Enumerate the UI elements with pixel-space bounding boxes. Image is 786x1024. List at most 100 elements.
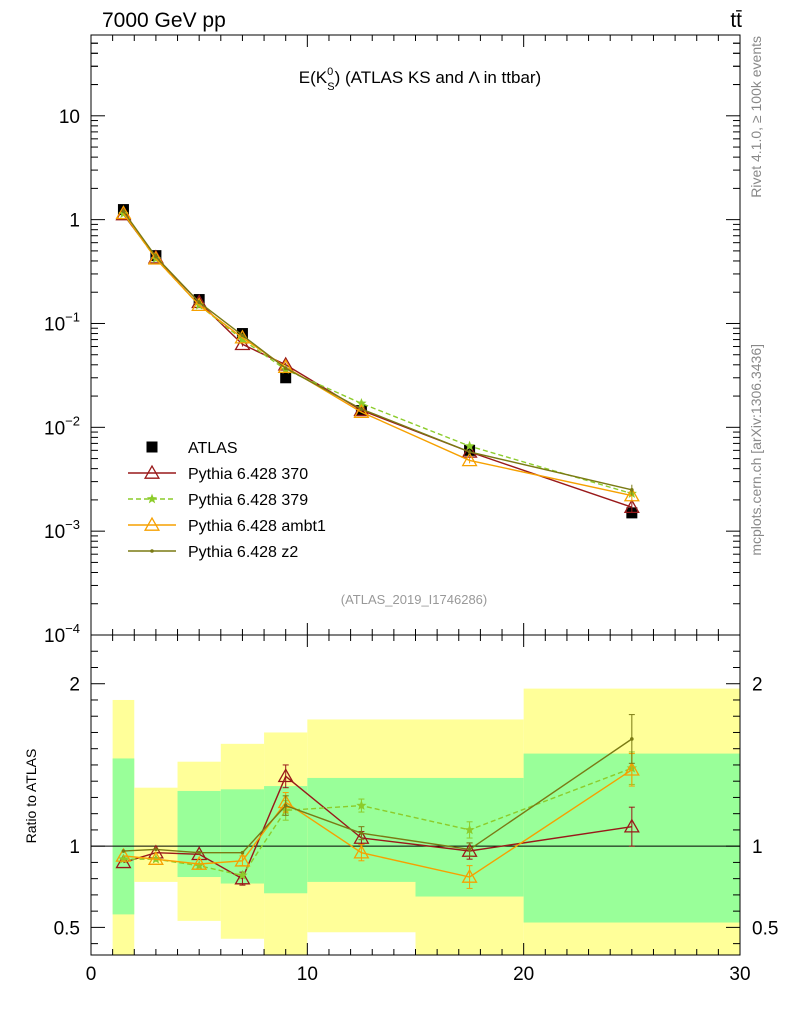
series-line [122, 210, 632, 491]
x-tick-label: 0 [86, 964, 97, 985]
ratio-y-tick-label-right: 1 [752, 837, 763, 858]
data-point [630, 488, 634, 492]
analysis-reference: (ATLAS_2019_I1746286) [341, 592, 487, 607]
data-point [353, 844, 370, 859]
data-point [283, 366, 288, 371]
main-curves [115, 204, 640, 519]
ratio-y-tick-label: 2 [69, 675, 80, 696]
legend-entry: ATLAS [146, 440, 238, 457]
legend-label: ATLAS [188, 440, 238, 457]
plot-title-sub: S [327, 81, 334, 93]
data-point [115, 205, 132, 220]
data-point [353, 829, 370, 844]
data-point [154, 847, 158, 852]
data-series [115, 204, 640, 889]
data-point [240, 850, 245, 855]
legend-label: Pythia 6.428 ambt1 [188, 518, 326, 535]
legend-entry: Pythia 6.428 370 [128, 464, 308, 483]
data-point [197, 850, 201, 855]
y-tick-label: 10−2 [44, 413, 80, 439]
ratio-y-tick-label-right: 2 [752, 675, 763, 696]
data-point [467, 847, 472, 852]
x-tick-label: 10 [297, 964, 318, 985]
ratio-uncertainty-bands [112, 688, 740, 955]
y-tick-label: 10−4 [44, 621, 80, 647]
data-point [234, 852, 251, 867]
data-point [623, 487, 640, 502]
x-tick-label: 20 [513, 964, 534, 985]
ratio-y-tick-label: 1 [69, 837, 80, 858]
series-line [122, 214, 633, 508]
data-point [121, 849, 126, 853]
data-point [280, 372, 292, 384]
legend: ATLAS Pythia 6.428 370 Pythia 6.428 379 Pyt… [128, 440, 326, 561]
ratio-series-line [123, 738, 633, 854]
data-point [240, 333, 245, 338]
data-point [121, 209, 126, 214]
data-point [359, 407, 364, 411]
legend-entry: Pythia 6.428 ambt1 [128, 516, 326, 535]
y-tick-label: 10−3 [44, 517, 80, 543]
series-pythia-6-428-z2 [121, 209, 634, 496]
plot-title-sup: 0 [327, 66, 333, 78]
data-point [283, 803, 288, 808]
legend-label: Pythia 6.428 370 [188, 466, 308, 483]
ratio-series-line [123, 775, 632, 880]
data-point [356, 397, 367, 408]
data-point [630, 737, 634, 741]
ratio-series-line [123, 769, 633, 878]
data-point [464, 440, 475, 451]
data-point [353, 403, 370, 418]
data-point [461, 452, 478, 467]
data-point [234, 329, 251, 344]
plot-title-post: ) (ATLAS KS and Λ in ttbar) [335, 68, 542, 87]
data-point [359, 831, 364, 835]
data-point [150, 549, 154, 553]
data-point [147, 850, 164, 865]
mcplots-label: mcplots.cern.ch [arXiv:1306.3436] [748, 344, 764, 556]
data-point [154, 254, 158, 259]
data-point [146, 493, 158, 504]
data-point [277, 768, 294, 783]
data-point [234, 870, 251, 885]
data-point [467, 450, 472, 454]
axes: 0 10 20 30 10 1 10−1 10−2 10−3 10−4 0.5 0.5 1 1 2 2 [44, 34, 778, 985]
data-point [118, 853, 129, 864]
y-tick-label: 1 [69, 211, 80, 232]
legend-entry: Pythia 6.428 379 [128, 492, 308, 509]
plot-title: E(K0 S) (ATLAS KS and Λ in ttbar) [299, 66, 541, 93]
band-group [112, 688, 740, 955]
data-point [191, 855, 208, 870]
legend-label: Pythia 6.428 379 [188, 492, 308, 509]
data-point [356, 800, 367, 810]
data-point [143, 516, 161, 531]
ratio-series-pythia-6-428-z2 [121, 714, 635, 857]
data-point [623, 761, 640, 776]
ratio-y-tick-label-right: 0.5 [752, 918, 778, 939]
plot-title-pre: E(K [299, 68, 328, 87]
legend-entry: Pythia 6.428 z2 [128, 544, 298, 561]
ratio-ylabel: Ratio to ATLAS [23, 749, 39, 844]
data-point [147, 250, 164, 265]
yellow-band [134, 787, 178, 882]
y-tick-label: 10−1 [44, 309, 80, 335]
data-point [237, 870, 248, 880]
data-point [197, 300, 201, 305]
data-point [237, 334, 248, 344]
data-point [623, 499, 640, 514]
y-tick-label: 10 [59, 107, 80, 128]
data-point [194, 860, 205, 871]
data-point [191, 846, 208, 861]
rivet-version-label: Rivet 4.1.0, ≥ 100k events [748, 36, 764, 198]
data-point [464, 824, 475, 835]
legend-label: Pythia 6.428 z2 [188, 544, 298, 561]
header-process-label: tt̄ [730, 9, 742, 32]
ratio-series-pythia-6-428-379 [118, 751, 637, 880]
green-band [112, 758, 135, 915]
header-energy-label: 7000 GeV pp [102, 9, 226, 32]
data-point [461, 868, 478, 883]
data-point [146, 441, 158, 453]
data-point [623, 818, 640, 833]
x-tick-label: 30 [729, 964, 750, 985]
